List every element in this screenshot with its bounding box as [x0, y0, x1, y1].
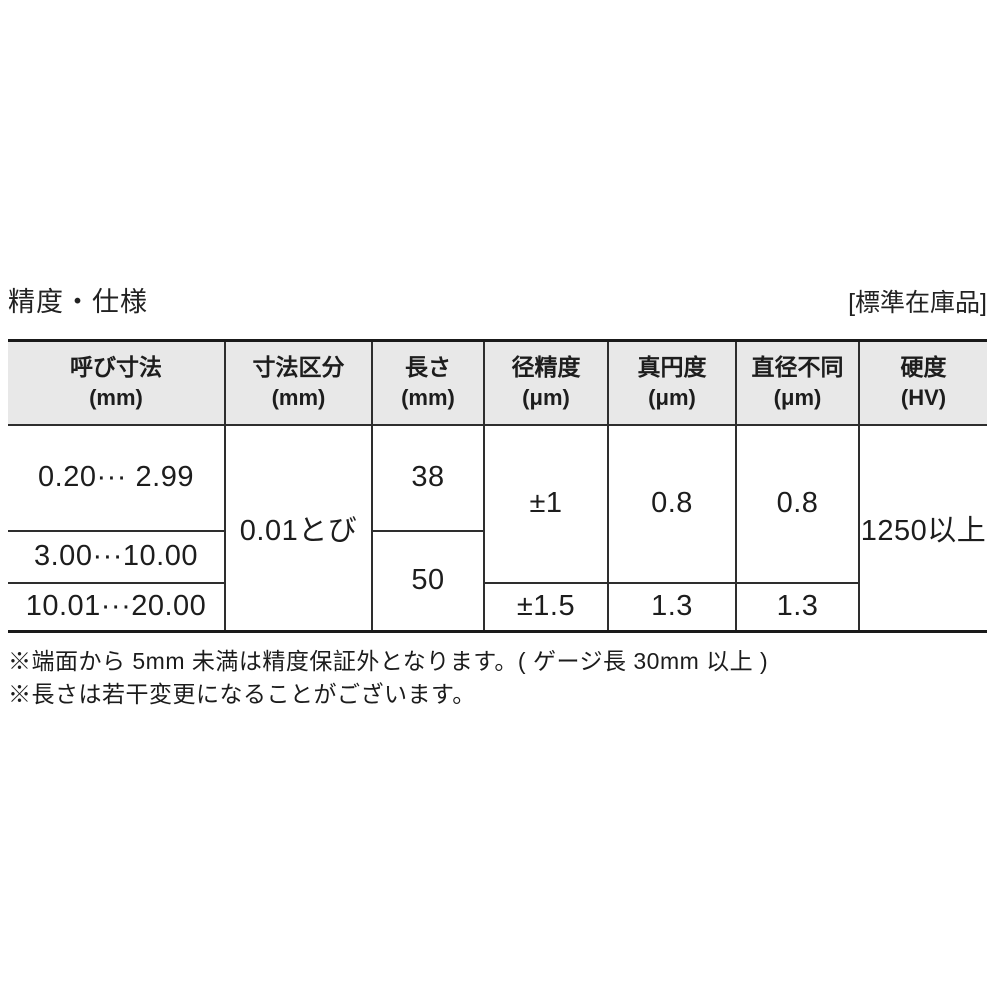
cell-size-step: 0.01とび — [224, 423, 373, 633]
col-header-hardness: 硬度 (HV) — [858, 339, 987, 426]
col-header-label: 長さ — [405, 354, 451, 381]
col-header-diameter-variation: 直径不同 (μm) — [735, 339, 860, 426]
col-header-unit: (μm) — [773, 385, 822, 411]
title-row: 精度・仕様 [標準在庫品] — [8, 280, 987, 319]
col-header-unit: (mm) — [89, 385, 143, 411]
cell-nominal-size-2: 3.00···10.00 — [8, 529, 226, 584]
cell-roundness-2: 1.3 — [607, 581, 737, 633]
table-row: 10.01···20.00 ±1.5 1.3 1.3 — [8, 581, 987, 633]
col-header-label: 直径不同 — [751, 354, 844, 381]
col-header-size-step: 寸法区分 (mm) — [224, 339, 373, 426]
col-header-unit: (HV) — [900, 385, 947, 411]
table-row: 0.20··· 2.99 0.01とび 38 ±1 0.8 0.8 1250以上 — [8, 423, 987, 633]
footnote-length-change: ※長さは若干変更になることがございます。 — [8, 681, 476, 708]
spec-section: 精度・仕様 [標準在庫品] 呼び寸法 (mm) 寸法区分 (mm) — [8, 280, 987, 712]
col-header-label: 真円度 — [637, 354, 707, 381]
col-header-label: 呼び寸法 — [70, 354, 162, 381]
spec-table-header: 呼び寸法 (mm) 寸法区分 (mm) 長さ (mm) 径精度 (μm) 真円度 — [8, 339, 987, 426]
cell-hardness: 1250以上 — [858, 423, 987, 633]
col-header-diameter-accuracy: 径精度 (μm) — [483, 339, 609, 426]
stock-status-label: [標準在庫品] — [848, 289, 987, 317]
cell-length-50: 50 — [371, 529, 485, 633]
spec-table: 呼び寸法 (mm) 寸法区分 (mm) 長さ (mm) 径精度 (μm) 真円度 — [8, 339, 987, 633]
cell-diameter-variation-1: 0.8 — [735, 423, 860, 584]
spec-table-body: 0.20··· 2.99 0.01とび 38 ±1 0.8 0.8 1250以上… — [8, 423, 987, 633]
header-row: 呼び寸法 (mm) 寸法区分 (mm) 長さ (mm) 径精度 (μm) 真円度 — [8, 339, 987, 426]
footnotes: ※端面から 5mm 未満は精度保証外となります。( ゲージ長 30mm 以上 )… — [8, 645, 987, 712]
cell-roundness-1: 0.8 — [607, 423, 737, 584]
col-header-label: 径精度 — [511, 354, 581, 381]
page-title: 精度・仕様 — [8, 287, 148, 317]
col-header-unit: (μm) — [648, 385, 696, 411]
cell-diameter-accuracy-1: ±1 — [483, 423, 609, 584]
col-header-unit: (mm) — [271, 385, 326, 411]
col-header-label: 硬度 — [900, 354, 947, 381]
col-header-label: 寸法区分 — [252, 354, 345, 381]
cell-nominal-size-3: 10.01···20.00 — [8, 581, 226, 633]
cell-nominal-size-1: 0.20··· 2.99 — [8, 423, 226, 532]
col-header-length: 長さ (mm) — [371, 339, 485, 426]
table-row: 3.00···10.00 50 — [8, 529, 987, 633]
cell-diameter-variation-2: 1.3 — [735, 581, 860, 633]
col-header-unit: (μm) — [522, 385, 570, 411]
col-header-nominal-size: 呼び寸法 (mm) — [8, 339, 226, 426]
cell-diameter-accuracy-2: ±1.5 — [483, 581, 609, 633]
col-header-unit: (mm) — [401, 385, 455, 411]
cell-length-38: 38 — [371, 423, 485, 532]
footnote-accuracy-guarantee: ※端面から 5mm 未満は精度保証外となります。( ゲージ長 30mm 以上 ) — [8, 648, 769, 674]
col-header-roundness: 真円度 (μm) — [607, 339, 737, 426]
